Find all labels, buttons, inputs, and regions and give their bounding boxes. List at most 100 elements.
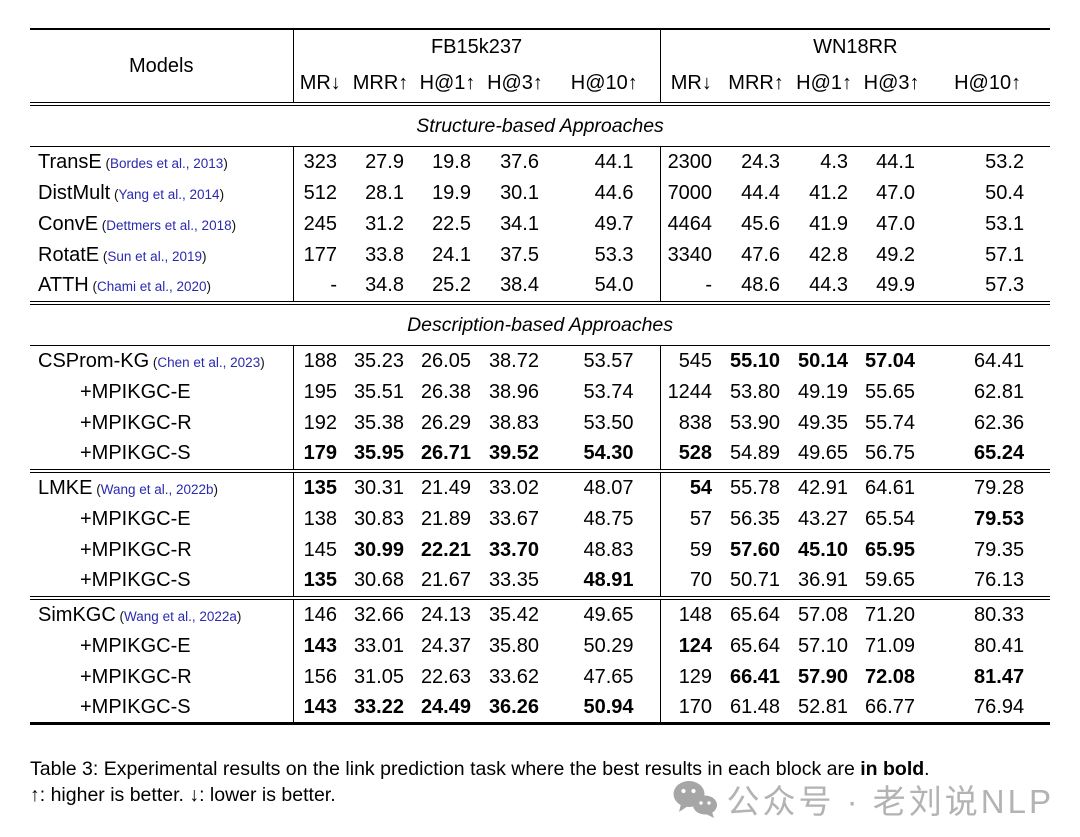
metric-header: MRR↑ <box>728 72 784 94</box>
metric-value: 25.2 <box>432 274 471 297</box>
model-name: DistMult <box>38 181 111 204</box>
table-row: CSProm-KG (Chen et al., 2023) 188 35.23 26.… <box>30 345 1050 377</box>
metric-value: 57.10 <box>798 634 849 657</box>
metric-value: 48.6 <box>741 274 781 297</box>
caption-legend: ↑: higher is better. ↓: lower is better. <box>30 784 336 807</box>
metric-value: 54.89 <box>730 442 781 465</box>
metric-value: 2300 <box>659 146 723 178</box>
models-header: Models <box>129 54 194 77</box>
metric-value: 70 <box>659 565 723 597</box>
metric-value: 528 <box>659 438 723 470</box>
table-row: +MPIKGC-R 192 35.38 26.29 38.83 53.50 838 53.90… <box>30 407 1050 439</box>
citation-link[interactable]: (Sun et al., 2019) <box>99 248 207 264</box>
metric-value: 57.04 <box>865 349 916 372</box>
metric-value: 45.6 <box>741 212 781 235</box>
metric-value: 179 <box>292 438 347 470</box>
metric-value: 30.83 <box>353 507 404 530</box>
citation-link[interactable]: (Dettmers et al., 2018) <box>98 217 237 233</box>
table-row: +MPIKGC-S 135 30.68 21.67 33.35 48.91 70 50.71 3… <box>30 565 1050 597</box>
metric-value: 30.68 <box>353 569 404 592</box>
metric-value: 79.28 <box>974 476 1025 499</box>
model-name: +MPIKGC-R <box>80 411 192 434</box>
metric-value: 26.71 <box>420 442 471 465</box>
citation-link[interactable]: (Chen et al., 2023) <box>149 354 265 370</box>
metric-value: 57 <box>659 503 723 535</box>
metric-value: 65.54 <box>865 507 916 530</box>
metric-value: 65.95 <box>865 538 916 561</box>
citation-link[interactable]: (Yang et al., 2014) <box>110 186 225 202</box>
metric-value: 48.91 <box>583 569 634 592</box>
metric-value: 47.0 <box>876 212 916 235</box>
metric-value: 65.64 <box>730 603 781 626</box>
metric-value: 71.09 <box>865 634 916 657</box>
metric-value: 129 <box>659 661 723 693</box>
model-name: +MPIKGC-E <box>80 634 191 657</box>
metric-value: 33.22 <box>353 695 404 718</box>
metric-value: 135 <box>292 472 347 504</box>
citation-link[interactable]: (Wang et al., 2022a) <box>115 608 242 624</box>
metric-header: H@10↑ <box>954 72 1022 94</box>
metric-value: 54 <box>659 472 723 504</box>
metric-value: 33.8 <box>365 243 404 266</box>
metric-value: 41.2 <box>809 181 849 204</box>
metric-value: 28.1 <box>365 181 404 204</box>
metric-value: 57.60 <box>730 538 781 561</box>
caption-text-prefix: Table 3: Experimental results on the lin… <box>30 758 861 780</box>
dataset-header-wn18rr: WN18RR <box>659 29 1051 65</box>
model-name-cell: +MPIKGC-S <box>30 439 293 470</box>
model-name: +MPIKGC-E <box>80 507 191 530</box>
wechat-icon <box>672 779 718 819</box>
metric-value: 57.90 <box>798 665 849 688</box>
model-name: LMKE <box>38 476 93 499</box>
metric-value: 64.41 <box>974 349 1025 372</box>
table-row: RotatE (Sun et al., 2019) 177 33.8 24.1 37.5… <box>30 239 1050 271</box>
metric-value: 37.5 <box>500 243 539 266</box>
metric-value: 7000 <box>659 177 723 209</box>
metric-value: 53.74 <box>583 380 634 403</box>
metric-value: 48.07 <box>583 476 634 499</box>
table-header: Models FB15k237 WN18RR MR↓ MRR↑ H@1↑ H@3↑ H@10↑… <box>30 29 1051 103</box>
metric-value: 33.67 <box>488 507 539 530</box>
metric-value: 124 <box>659 630 723 662</box>
metric-value: 76.13 <box>974 569 1025 592</box>
metric-value: 245 <box>292 208 347 240</box>
citation-link[interactable]: (Wang et al., 2022b) <box>92 481 219 497</box>
metric-value: 53.57 <box>583 349 634 372</box>
model-name: +MPIKGC-E <box>80 380 191 403</box>
metric-value: 35.23 <box>353 349 404 372</box>
metric-value: 545 <box>659 345 723 377</box>
citation-link[interactable]: (Bordes et al., 2013) <box>101 155 228 171</box>
caption-text-suffix: . <box>924 758 930 780</box>
metric-value: 33.02 <box>488 476 539 499</box>
metric-value: 59.65 <box>865 569 916 592</box>
metric-value: 53.80 <box>730 380 781 403</box>
metric-value: 44.1 <box>594 150 634 173</box>
metric-value: 65.64 <box>730 634 781 657</box>
metric-value: 55.78 <box>730 476 781 499</box>
metric-value: 53.1 <box>985 212 1025 235</box>
metric-value: 45.10 <box>798 538 849 561</box>
metric-value: 30.31 <box>353 476 404 499</box>
model-name: +MPIKGC-S <box>80 569 191 592</box>
metric-value: 34.8 <box>365 274 404 297</box>
metric-value: 47.65 <box>583 665 634 688</box>
metric-value: 66.41 <box>730 665 781 688</box>
table-row: +MPIKGC-S 143 33.22 24.49 36.26 50.94 170 61.48… <box>30 692 1050 724</box>
metric-value: 34.1 <box>500 212 539 235</box>
section-header-row: Description-based Approaches <box>30 304 1051 346</box>
metric-header: H@3↑ <box>863 72 920 94</box>
table-row: ConvE (Dettmers et al., 2018) 245 31.2 22.5… <box>30 208 1050 240</box>
metric-value: 49.65 <box>798 442 849 465</box>
citation-link[interactable]: (Chami et al., 2020) <box>88 279 212 295</box>
metric-value: 30.1 <box>500 181 539 204</box>
metric-value: 26.38 <box>420 380 471 403</box>
metric-value: - <box>292 270 347 302</box>
metric-value: 37.6 <box>500 150 539 173</box>
model-name: ATTH <box>38 274 89 297</box>
metric-value: 31.05 <box>353 665 404 688</box>
model-name: SimKGC <box>38 603 116 626</box>
metric-value: 79.35 <box>974 538 1025 561</box>
model-name-cell: LMKE (Wang et al., 2022b) <box>30 473 293 504</box>
metric-value: 24.37 <box>420 634 471 657</box>
metric-value: 192 <box>292 407 347 439</box>
